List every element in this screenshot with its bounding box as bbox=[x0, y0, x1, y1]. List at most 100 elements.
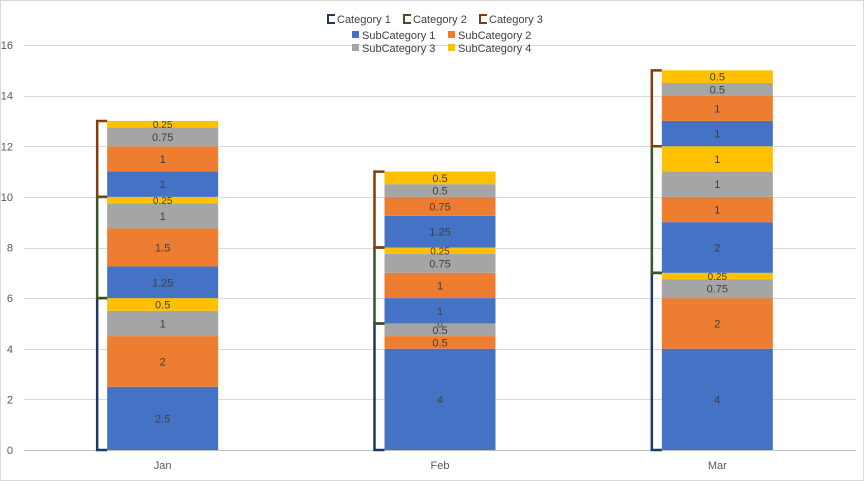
data-label: 2.5 bbox=[155, 413, 170, 425]
bar-segment bbox=[107, 266, 219, 299]
data-label: 1 bbox=[714, 103, 720, 115]
legend-label: Category 3 bbox=[489, 14, 543, 26]
data-label: 0.75 bbox=[429, 258, 450, 270]
bar-segment bbox=[107, 196, 219, 204]
data-label: 1.25 bbox=[152, 277, 173, 289]
data-label: 1 bbox=[160, 154, 166, 166]
data-label: 0.25 bbox=[708, 272, 728, 283]
legend-swatch bbox=[448, 44, 455, 51]
legend-label: SubCategory 3 bbox=[362, 43, 435, 55]
data-label: 0.75 bbox=[429, 201, 450, 213]
legend-swatch bbox=[352, 31, 359, 38]
x-tick-label: Mar bbox=[708, 460, 727, 472]
data-label: 4 bbox=[437, 394, 443, 406]
bar-segment bbox=[107, 171, 219, 197]
bar-segment bbox=[661, 82, 773, 96]
bar-segment bbox=[107, 298, 219, 311]
bar-segment bbox=[384, 184, 496, 197]
bar-segment bbox=[661, 70, 773, 83]
data-label: 1.25 bbox=[429, 227, 450, 239]
group-bracket bbox=[95, 296, 108, 452]
y-tick-label: 4 bbox=[7, 344, 13, 356]
y-tick-label: 6 bbox=[7, 293, 13, 305]
group-bracket bbox=[650, 271, 662, 452]
bar-segment bbox=[384, 215, 496, 248]
data-label: 1 bbox=[714, 205, 720, 217]
data-label: 1 bbox=[714, 129, 720, 141]
legend-bracket-icon bbox=[403, 14, 411, 24]
data-label: 1 bbox=[714, 154, 720, 166]
data-label: 0.75 bbox=[707, 284, 728, 296]
data-label: 0.25 bbox=[153, 120, 173, 131]
data-label: 2 bbox=[714, 318, 720, 330]
bar-segment bbox=[107, 203, 219, 229]
y-tick-label: 16 bbox=[1, 40, 13, 52]
y-tick-label: 10 bbox=[1, 192, 13, 204]
data-label: 1.5 bbox=[155, 243, 170, 255]
bar-segment bbox=[384, 336, 496, 349]
bar-segment bbox=[661, 95, 773, 121]
data-label: 0 bbox=[437, 319, 443, 330]
group-bracket bbox=[373, 322, 385, 452]
bar-segment bbox=[661, 146, 773, 172]
legend-swatch bbox=[448, 31, 455, 38]
legend-bracket-icon bbox=[327, 14, 335, 24]
data-label: 0.5 bbox=[710, 72, 725, 84]
data-label: 1 bbox=[437, 306, 443, 318]
bar-segment bbox=[661, 120, 773, 147]
data-label: 1 bbox=[160, 179, 166, 191]
bar-segment bbox=[661, 171, 773, 197]
y-tick-label: 12 bbox=[1, 141, 13, 153]
bar-segment bbox=[384, 323, 496, 337]
data-label: 0.25 bbox=[153, 196, 173, 207]
data-label: 0.5 bbox=[432, 337, 447, 349]
data-label: 1 bbox=[160, 318, 166, 330]
legend-label: SubCategory 4 bbox=[458, 43, 531, 55]
data-label: 2 bbox=[160, 356, 166, 368]
bar-segment bbox=[107, 310, 219, 337]
group-bracket bbox=[650, 69, 662, 148]
data-label: 1 bbox=[160, 211, 166, 223]
bar-segment bbox=[384, 272, 496, 299]
bar-segment bbox=[107, 120, 219, 128]
bar-segment bbox=[661, 222, 773, 273]
legend-swatch bbox=[352, 44, 359, 51]
y-tick-label: 0 bbox=[7, 445, 13, 457]
data-label: 4 bbox=[714, 394, 720, 406]
group-bracket bbox=[95, 195, 108, 300]
data-label: 0.25 bbox=[430, 247, 450, 258]
bar-segment bbox=[107, 386, 219, 450]
group-bracket bbox=[373, 246, 385, 325]
bar-segment bbox=[107, 228, 219, 267]
data-label: 1 bbox=[437, 280, 443, 292]
legend-label: SubCategory 1 bbox=[362, 30, 435, 42]
bar-segment bbox=[661, 272, 773, 280]
data-label: 0.5 bbox=[432, 186, 447, 198]
legend-label: SubCategory 2 bbox=[458, 30, 531, 42]
y-tick-label: 8 bbox=[7, 243, 13, 255]
data-label: 2 bbox=[714, 243, 720, 255]
data-label: 0.5 bbox=[155, 299, 170, 311]
bar-segment bbox=[384, 348, 496, 450]
data-label: 0.5 bbox=[432, 325, 447, 337]
y-tick-label: 2 bbox=[7, 394, 13, 406]
data-label: 0.5 bbox=[432, 173, 447, 185]
data-label: 0.5 bbox=[710, 84, 725, 96]
x-tick-label: Feb bbox=[431, 460, 450, 472]
group-bracket bbox=[650, 145, 662, 275]
data-label: 1 bbox=[714, 179, 720, 191]
legend-label: Category 1 bbox=[337, 14, 391, 26]
bar-segment bbox=[661, 196, 773, 223]
bar-segment bbox=[661, 348, 773, 450]
group-bracket bbox=[373, 170, 385, 249]
group-bracket bbox=[95, 119, 108, 199]
bar-segment bbox=[384, 298, 496, 324]
data-label: 0.75 bbox=[152, 132, 173, 144]
bar-segment bbox=[107, 127, 219, 147]
legend-label: Category 2 bbox=[413, 14, 467, 26]
bar-segment bbox=[107, 146, 219, 172]
bar-segment bbox=[107, 336, 219, 387]
bar-segment bbox=[384, 247, 496, 254]
bar-segment bbox=[661, 279, 773, 299]
